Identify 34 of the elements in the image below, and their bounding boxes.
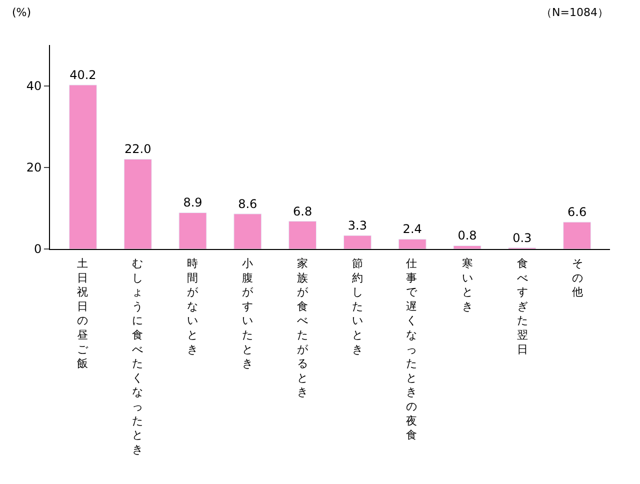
x-tick-label: 寒いとき: [462, 257, 473, 313]
bar: [398, 238, 426, 249]
y-tick-label: 0: [34, 242, 42, 256]
bar: [288, 221, 317, 249]
y-axis-title: (%): [12, 6, 32, 19]
x-tick-label: 小腹がすいたとき: [242, 257, 254, 370]
x-tick-label: 食べすぎた翌日: [517, 257, 528, 356]
bar: [343, 235, 372, 249]
y-tick-label: 20: [26, 160, 42, 175]
x-tick-label: 土日祝日の昼ご飯: [77, 257, 89, 370]
data-label: 0.3: [512, 230, 532, 245]
bar: [68, 84, 97, 249]
category-label: むしょうに食べたくなったとき: [132, 257, 143, 456]
bar: [178, 212, 207, 249]
bar: [453, 245, 482, 249]
text: （N=1084）: [541, 6, 608, 19]
data-label: 8.6: [238, 196, 258, 211]
data-label: 6.6: [568, 205, 587, 220]
data-label: 0.8: [458, 228, 477, 243]
data-label: 8.9: [183, 196, 202, 210]
data-label: 22.0: [124, 142, 152, 156]
data-label: 2.4: [402, 222, 422, 236]
category-label: 仕事で遅くなったときの夜食: [406, 257, 417, 442]
data-label: 6.8: [293, 204, 312, 218]
bar: [124, 158, 152, 249]
x-tick-label: 時間がないとき: [187, 257, 199, 356]
data-label: 3.3: [348, 218, 367, 233]
data-label: 40.2: [70, 68, 96, 82]
x-tick-label: 節約したいとき: [352, 257, 363, 356]
bar: [234, 214, 262, 249]
category-label: 家族が食べたがるとき: [297, 257, 308, 399]
x-tick-label: その他: [572, 257, 583, 299]
bar: [563, 222, 592, 249]
y-tick-label: 40: [26, 79, 42, 93]
